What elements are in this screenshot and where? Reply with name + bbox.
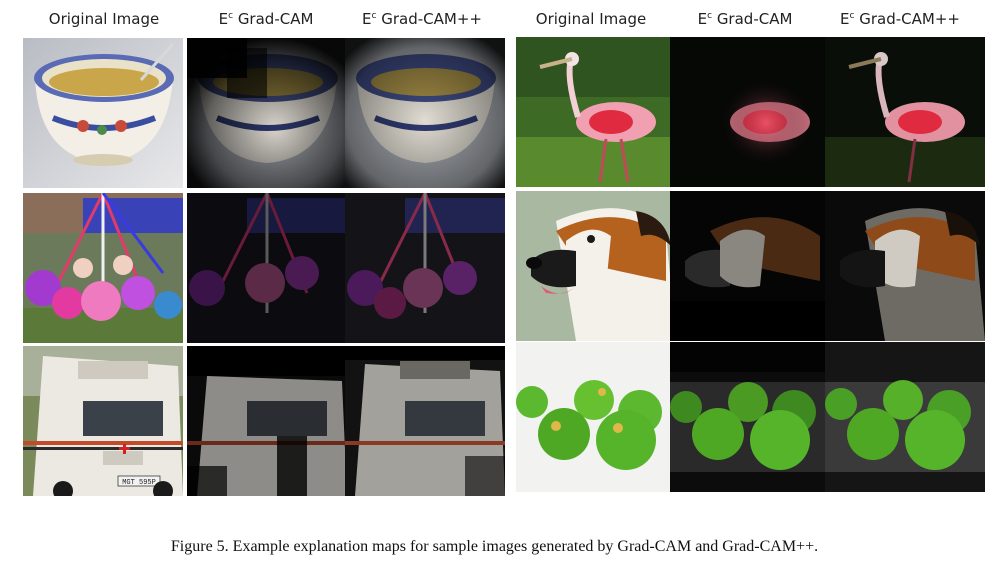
header-gradcampp-right: Ec Grad-CAM++ — [840, 10, 960, 28]
header-gradcam-right: Ec Grad-CAM — [698, 10, 793, 28]
dancers-gradcampp-map — [345, 193, 505, 343]
dancers-gradcam-map — [187, 193, 347, 343]
apples-original-image — [516, 342, 676, 492]
apples-gradcampp-map — [825, 342, 985, 492]
dog-gradcam-map — [670, 191, 830, 341]
camper-gradcampp-map — [345, 346, 505, 496]
dancers-original-image — [23, 193, 183, 343]
spoonbill-gradcampp-map — [825, 37, 985, 187]
header-gradcampp-left: Ec Grad-CAM++ — [362, 10, 482, 28]
soup-bowl-original-image — [23, 38, 183, 188]
header-gradcam-left: Ec Grad-CAM — [219, 10, 314, 28]
spoonbill-original-image — [516, 37, 676, 187]
camper-original-image: MGT 595P — [23, 346, 183, 496]
dog-gradcampp-map — [825, 191, 985, 341]
header-original-left: Original Image — [49, 10, 159, 28]
soup-bowl-gradcam-map — [187, 38, 347, 188]
figure-caption: Figure 5. Example explanation maps for s… — [0, 538, 989, 556]
dog-original-image — [516, 191, 676, 341]
apples-gradcam-map — [670, 342, 830, 492]
header-original-right: Original Image — [536, 10, 646, 28]
camper-gradcam-map — [187, 346, 347, 496]
camper-license-plate: MGT 595P — [122, 479, 156, 487]
spoonbill-gradcam-map — [670, 37, 830, 187]
soup-bowl-gradcampp-map — [345, 38, 505, 188]
